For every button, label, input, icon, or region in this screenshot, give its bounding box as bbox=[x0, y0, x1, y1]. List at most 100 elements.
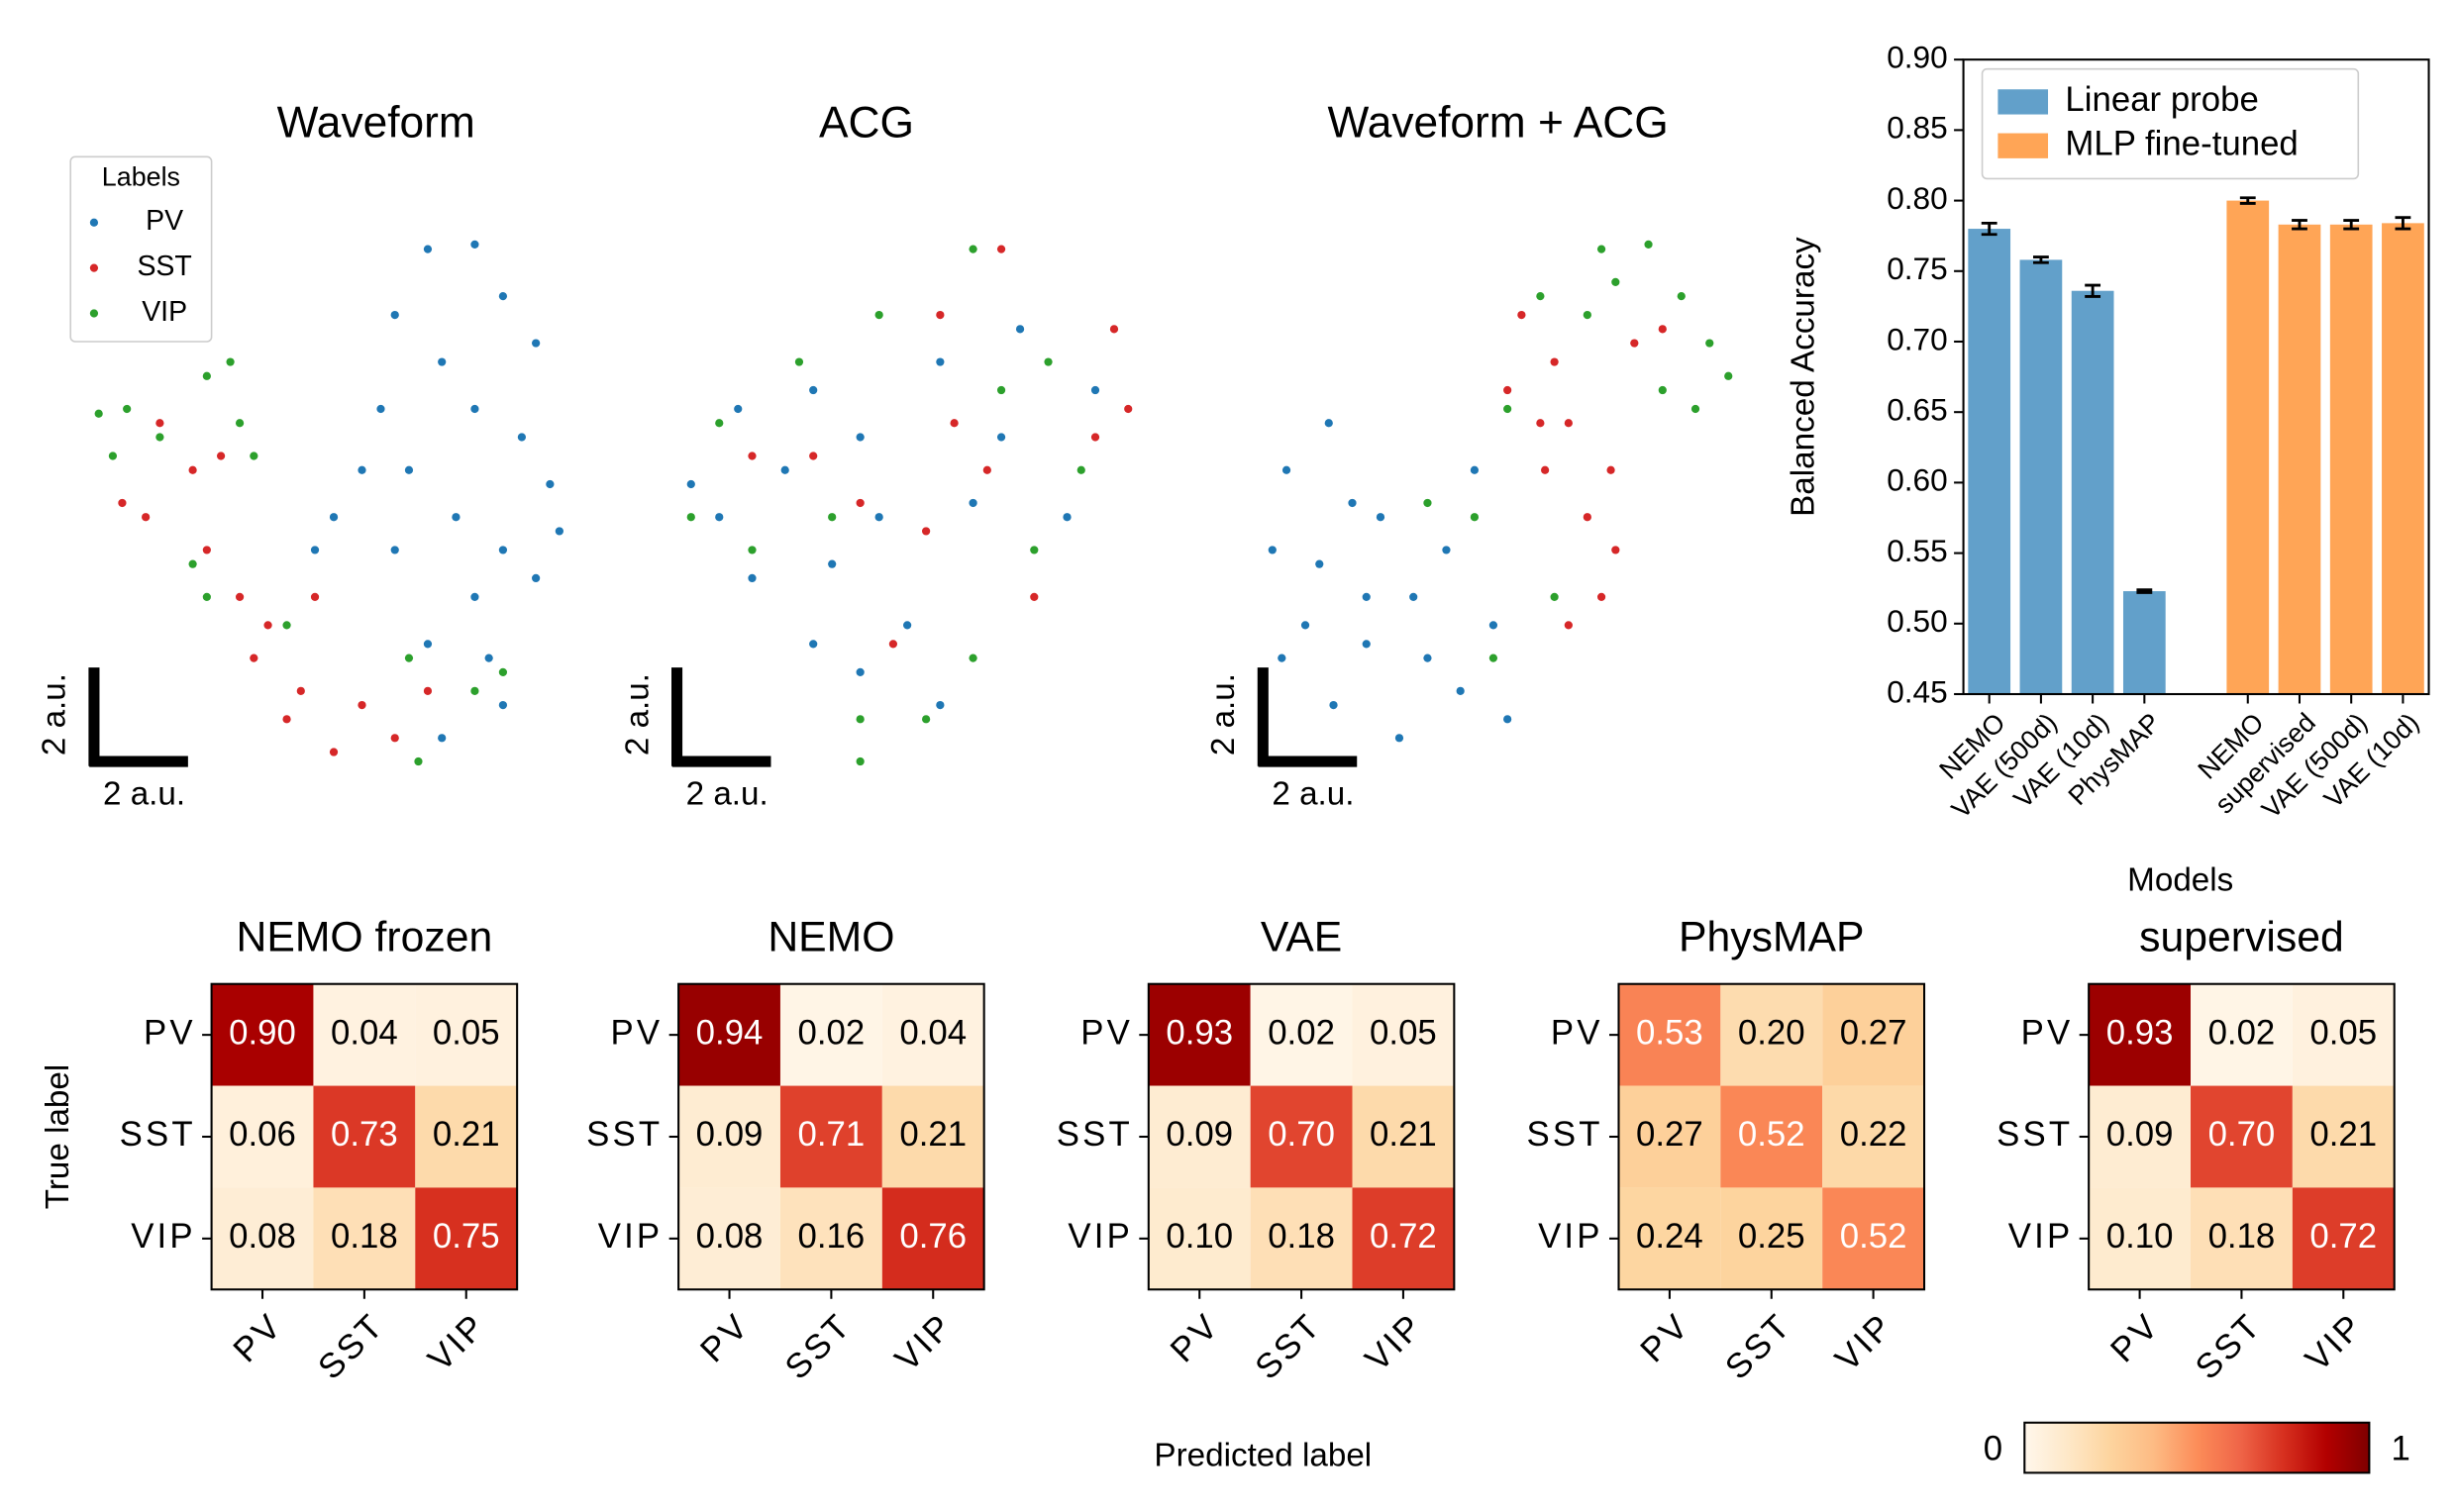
point bbox=[1677, 291, 1686, 301]
y-tick-label: 0.65 bbox=[1887, 392, 1948, 428]
cell-label: 0.20 bbox=[1738, 1013, 1805, 1052]
point bbox=[1611, 546, 1620, 554]
cell-label: 0.18 bbox=[1268, 1217, 1335, 1256]
x-tick-label: VIP bbox=[887, 1305, 961, 1378]
y-tick-label: VIP bbox=[1538, 1217, 1603, 1256]
cell bbox=[313, 1085, 416, 1188]
y-tick-label: VIP bbox=[1068, 1217, 1133, 1256]
cell bbox=[678, 983, 780, 1086]
point bbox=[1456, 686, 1465, 695]
point bbox=[404, 465, 414, 474]
y-tick-label: SST bbox=[586, 1115, 663, 1154]
point bbox=[235, 592, 245, 602]
cell bbox=[211, 1187, 314, 1290]
cell-label: 0.90 bbox=[229, 1013, 296, 1052]
cell bbox=[1352, 1187, 1455, 1290]
cell bbox=[313, 1187, 416, 1290]
cell bbox=[881, 1187, 984, 1290]
point bbox=[390, 546, 399, 554]
cell-label: 0.21 bbox=[433, 1115, 500, 1154]
cell-label: 0.25 bbox=[1738, 1217, 1805, 1256]
cell-label: 0.73 bbox=[331, 1115, 398, 1154]
bar bbox=[2278, 224, 2321, 695]
y-tick-label: 0.75 bbox=[1887, 251, 1948, 286]
chart-title: NEMO bbox=[768, 914, 894, 961]
point bbox=[517, 433, 527, 442]
cell bbox=[678, 1187, 780, 1290]
cell-label: 0.70 bbox=[2208, 1115, 2276, 1154]
cell bbox=[1250, 1085, 1353, 1188]
point bbox=[1503, 404, 1512, 414]
x-tick-label: PV bbox=[693, 1305, 758, 1369]
point bbox=[1564, 419, 1573, 428]
cell bbox=[415, 983, 518, 1086]
point bbox=[1329, 700, 1338, 710]
cell bbox=[2191, 1085, 2293, 1188]
point bbox=[922, 527, 931, 536]
point bbox=[1724, 371, 1733, 380]
point bbox=[936, 310, 945, 320]
cell-label: 0.09 bbox=[1166, 1115, 1233, 1154]
point bbox=[470, 592, 479, 602]
point bbox=[1300, 621, 1310, 630]
point bbox=[1536, 291, 1545, 301]
x-tick-label: SST bbox=[1248, 1305, 1329, 1386]
point bbox=[376, 404, 385, 414]
point bbox=[155, 419, 164, 428]
cell-label: 0.06 bbox=[229, 1115, 296, 1154]
x-axis-label: Models bbox=[2127, 862, 2233, 899]
x-tick-label: SST bbox=[311, 1305, 392, 1386]
cell bbox=[1250, 1187, 1353, 1290]
y-tick-label: VIP bbox=[598, 1217, 664, 1256]
y-tick-label: SST bbox=[120, 1115, 196, 1154]
point bbox=[546, 479, 555, 489]
point bbox=[1324, 419, 1333, 428]
scale-bar-label: 2 a.u. bbox=[619, 673, 656, 756]
cell bbox=[1618, 1085, 1721, 1188]
x-tick-label: PV bbox=[1633, 1305, 1697, 1369]
point bbox=[358, 700, 366, 710]
y-tick-label: VIP bbox=[131, 1217, 196, 1256]
point bbox=[903, 621, 912, 630]
point bbox=[1550, 592, 1559, 602]
point bbox=[874, 310, 883, 320]
cell-label: 0.21 bbox=[1370, 1115, 1437, 1154]
cell bbox=[1720, 983, 1823, 1086]
point bbox=[498, 546, 508, 554]
cell-label: 0.52 bbox=[1840, 1217, 1907, 1256]
cell-label: 0.05 bbox=[1370, 1013, 1437, 1052]
point bbox=[1030, 546, 1039, 554]
point bbox=[1658, 385, 1667, 395]
legend-label: SST bbox=[137, 251, 191, 282]
y-axis-label: True label bbox=[40, 1064, 76, 1209]
cell-label: 0.52 bbox=[1738, 1115, 1805, 1154]
cell-label: 0.09 bbox=[696, 1115, 764, 1154]
point bbox=[226, 357, 235, 366]
legend-box bbox=[69, 155, 213, 343]
point bbox=[1268, 546, 1277, 554]
point bbox=[748, 546, 757, 554]
cell bbox=[881, 1085, 984, 1188]
point bbox=[828, 559, 837, 568]
point bbox=[423, 245, 433, 253]
cell-label: 0.04 bbox=[331, 1013, 398, 1052]
y-tick-label: 0.80 bbox=[1887, 180, 1948, 216]
cell bbox=[1822, 983, 1925, 1086]
scale-bar-label: 2 a.u. bbox=[1272, 776, 1354, 813]
point bbox=[686, 513, 695, 522]
point bbox=[188, 465, 197, 474]
point bbox=[936, 700, 945, 710]
y-axis-label: Balanced Accuracy bbox=[1786, 237, 1822, 517]
x-tick-label: PV bbox=[226, 1305, 290, 1369]
point bbox=[780, 465, 789, 474]
cell bbox=[1148, 1187, 1251, 1290]
cell bbox=[1720, 1085, 1823, 1188]
point bbox=[1376, 513, 1385, 522]
y-tick-label: PV bbox=[611, 1013, 664, 1052]
y-tick-label: SST bbox=[1057, 1115, 1133, 1154]
point bbox=[1348, 498, 1357, 508]
cell bbox=[1822, 1085, 1925, 1188]
point bbox=[1705, 339, 1714, 348]
point bbox=[263, 621, 272, 630]
point bbox=[188, 559, 197, 568]
